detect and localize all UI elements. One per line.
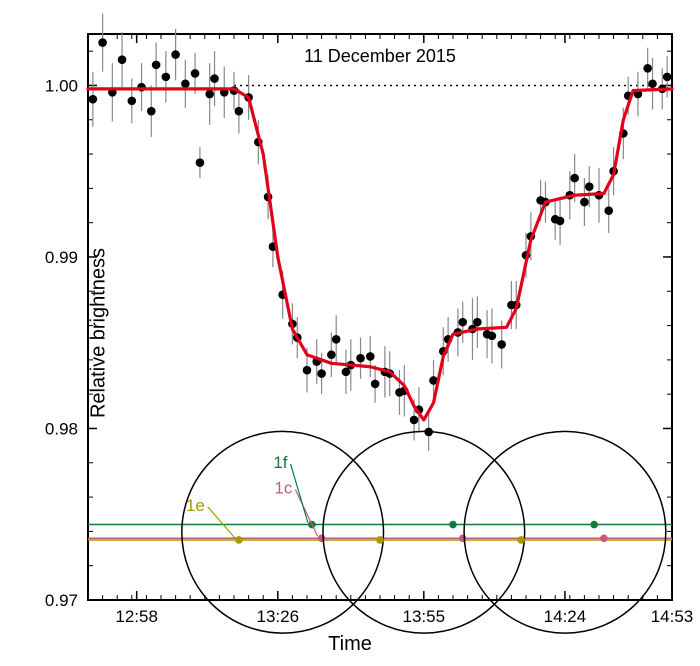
data-point bbox=[191, 69, 200, 78]
planet-dot-f bbox=[449, 521, 457, 529]
data-point bbox=[585, 182, 594, 191]
data-point bbox=[332, 335, 341, 344]
data-point bbox=[317, 369, 326, 378]
data-point bbox=[147, 107, 156, 116]
star-outline bbox=[464, 431, 666, 633]
data-point bbox=[303, 366, 312, 375]
data-point bbox=[580, 198, 589, 207]
y-tick-label: 0.98 bbox=[45, 419, 78, 438]
x-tick-label: 14:24 bbox=[544, 607, 587, 626]
y-tick-label: 1.00 bbox=[45, 76, 78, 95]
data-point bbox=[366, 352, 375, 361]
planet-dot-f bbox=[590, 521, 598, 529]
data-point bbox=[556, 217, 565, 226]
data-point bbox=[235, 107, 244, 116]
chart-title: 11 December 2015 bbox=[304, 46, 456, 66]
data-point bbox=[458, 318, 467, 327]
x-axis-label: Time bbox=[328, 633, 372, 656]
data-point bbox=[152, 61, 161, 70]
data-point bbox=[643, 64, 652, 73]
plot-border bbox=[88, 34, 672, 600]
data-point bbox=[98, 38, 107, 47]
data-point bbox=[162, 73, 171, 82]
y-tick-label: 0.97 bbox=[45, 591, 78, 610]
data-point bbox=[89, 95, 98, 104]
data-point bbox=[196, 158, 205, 167]
x-tick-label: 12:58 bbox=[115, 607, 158, 626]
transit-leader-c bbox=[295, 490, 317, 537]
figure-root: 12:58 13:26 13:55 14:24 14:53 0.97 0.98 0.99 1.0… bbox=[0, 0, 700, 666]
data-point bbox=[570, 174, 579, 183]
x-tick-label: 13:26 bbox=[257, 607, 300, 626]
transit-label-f: 1f bbox=[273, 453, 287, 472]
x-tick-label: 13:55 bbox=[403, 607, 446, 626]
data-point bbox=[118, 55, 127, 64]
y-axis-label: Relative brightness bbox=[88, 248, 111, 418]
transit-leader-e bbox=[208, 507, 235, 538]
data-point bbox=[604, 206, 613, 215]
planet-dot-e bbox=[235, 536, 243, 544]
transit-label-e: 1e bbox=[186, 496, 205, 515]
data-point bbox=[210, 74, 219, 83]
data-point bbox=[205, 90, 214, 99]
planet-dot-c bbox=[600, 534, 608, 542]
fit-line bbox=[88, 89, 672, 420]
planet-dot-c bbox=[318, 534, 326, 542]
planet-dot-c bbox=[459, 534, 467, 542]
data-point bbox=[488, 332, 497, 341]
data-point bbox=[327, 350, 336, 359]
data-point bbox=[356, 354, 365, 363]
data-point bbox=[663, 73, 672, 82]
x-tick-label: 14:53 bbox=[651, 607, 694, 626]
data-point bbox=[473, 318, 482, 327]
data-point bbox=[171, 50, 180, 59]
planet-dot-e bbox=[517, 536, 525, 544]
data-point bbox=[648, 79, 657, 88]
data-point bbox=[371, 380, 380, 389]
data-point bbox=[410, 416, 419, 425]
data-point bbox=[497, 340, 506, 349]
data-point bbox=[128, 97, 137, 106]
y-tick-label: 0.99 bbox=[45, 248, 78, 267]
star-outline bbox=[323, 431, 525, 633]
data-point bbox=[181, 79, 190, 88]
planet-dot-e bbox=[376, 536, 384, 544]
transit-leader-f bbox=[291, 464, 308, 523]
transit-label-c: 1c bbox=[274, 479, 292, 498]
